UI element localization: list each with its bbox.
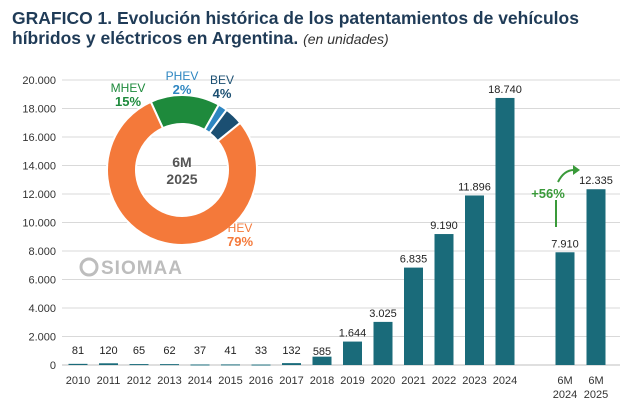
bar-value-label: 7.910	[551, 238, 579, 250]
bar-value-label: 18.740	[488, 84, 522, 96]
bar	[373, 321, 393, 365]
x-tick-label: 2024	[553, 389, 577, 401]
pie-center-label: 6M	[172, 154, 191, 170]
bar	[160, 364, 179, 366]
x-tick-label: 2010	[66, 375, 90, 387]
y-tick-label: 4.000	[28, 303, 56, 315]
y-tick-label: 16.000	[22, 132, 56, 144]
growth-arrow-curve	[557, 169, 575, 183]
bar-value-label: 62	[163, 345, 175, 357]
y-tick-label: 8.000	[28, 246, 56, 258]
x-tick-label: 2018	[310, 375, 334, 387]
pie-slice-name: BEV	[210, 73, 234, 87]
x-tick-label: 2011	[97, 375, 121, 387]
bar-value-label: 41	[224, 345, 236, 357]
bar	[495, 97, 515, 365]
pie-slice-name: HEV	[228, 221, 253, 235]
bar-value-label: 81	[72, 345, 84, 357]
y-tick-label: 14.000	[22, 161, 56, 173]
bar	[555, 252, 575, 365]
x-tick-label: 2023	[462, 375, 486, 387]
siomaa-logo-icon	[79, 257, 99, 277]
bar	[312, 356, 332, 365]
y-tick-label: 0	[50, 360, 56, 372]
y-tick-label: 10.000	[22, 218, 56, 230]
bar	[190, 364, 210, 366]
bar	[221, 364, 240, 366]
bar-value-label: 11.896	[458, 181, 491, 193]
pie-slice-percent: 79%	[227, 234, 253, 249]
chart-unit: (en unidades)	[303, 31, 389, 47]
bar	[251, 364, 271, 366]
growth-annotation: +56%	[531, 186, 565, 201]
x-tick-label: 2022	[432, 375, 456, 387]
bar-value-label: 37	[194, 345, 206, 357]
x-tick-label: 2019	[340, 375, 364, 387]
x-tick-label: 2016	[249, 375, 273, 387]
x-tick-label: 2012	[127, 375, 151, 387]
pie-center-label: 2025	[166, 171, 197, 187]
bar	[465, 195, 484, 365]
growth-arrow-head	[573, 165, 580, 175]
bar	[282, 363, 301, 365]
bar	[99, 363, 118, 365]
pie-slice-percent: 2%	[173, 82, 192, 97]
bar-value-label: 9.190	[430, 220, 458, 232]
x-tick-label: 2017	[279, 375, 303, 387]
x-tick-label: 2020	[371, 375, 395, 387]
bar-value-label: 12.335	[579, 175, 613, 187]
x-tick-label: 2025	[584, 389, 608, 401]
pie-slice-name: PHEV	[166, 69, 199, 83]
bar-value-label: 33	[255, 345, 267, 357]
watermark-text: SIOMAA	[101, 258, 183, 279]
bar-value-label: 120	[99, 345, 117, 357]
y-tick-label: 18.000	[22, 104, 56, 116]
x-tick-label: 2015	[218, 375, 242, 387]
bar-value-label: 585	[313, 346, 331, 358]
bar	[129, 364, 149, 366]
bar-value-label: 65	[133, 345, 145, 357]
bar	[68, 363, 88, 365]
x-tick-label: 2013	[157, 375, 181, 387]
y-tick-label: 6.000	[28, 275, 56, 287]
pie-slice-percent: 15%	[115, 94, 141, 109]
chart-title-text: GRAFICO 1. Evolución histórica de los pa…	[12, 8, 579, 48]
bar-value-label: 3.025	[369, 308, 397, 320]
bar	[404, 267, 423, 365]
pie-slice-percent: 4%	[213, 86, 232, 101]
y-tick-label: 2.000	[28, 332, 56, 344]
bar	[343, 341, 362, 365]
x-tick-label: 6M	[588, 375, 603, 387]
bar	[586, 189, 606, 365]
x-tick-label: 2021	[401, 375, 425, 387]
x-tick-label: 2024	[493, 375, 517, 387]
pie-slice	[106, 100, 258, 246]
bar	[434, 234, 454, 365]
x-tick-label: 2014	[188, 375, 212, 387]
pie-slice-name: MHEV	[111, 81, 146, 95]
bar-value-label: 132	[282, 345, 300, 357]
bar-value-label: 6.835	[400, 254, 428, 266]
y-tick-label: 12.000	[22, 189, 56, 201]
chart-title: GRAFICO 1. Evolución histórica de los pa…	[12, 8, 627, 49]
x-tick-label: 6M	[557, 375, 572, 387]
y-tick-label: 20.000	[22, 75, 56, 87]
bar-value-label: 1.644	[339, 328, 367, 340]
